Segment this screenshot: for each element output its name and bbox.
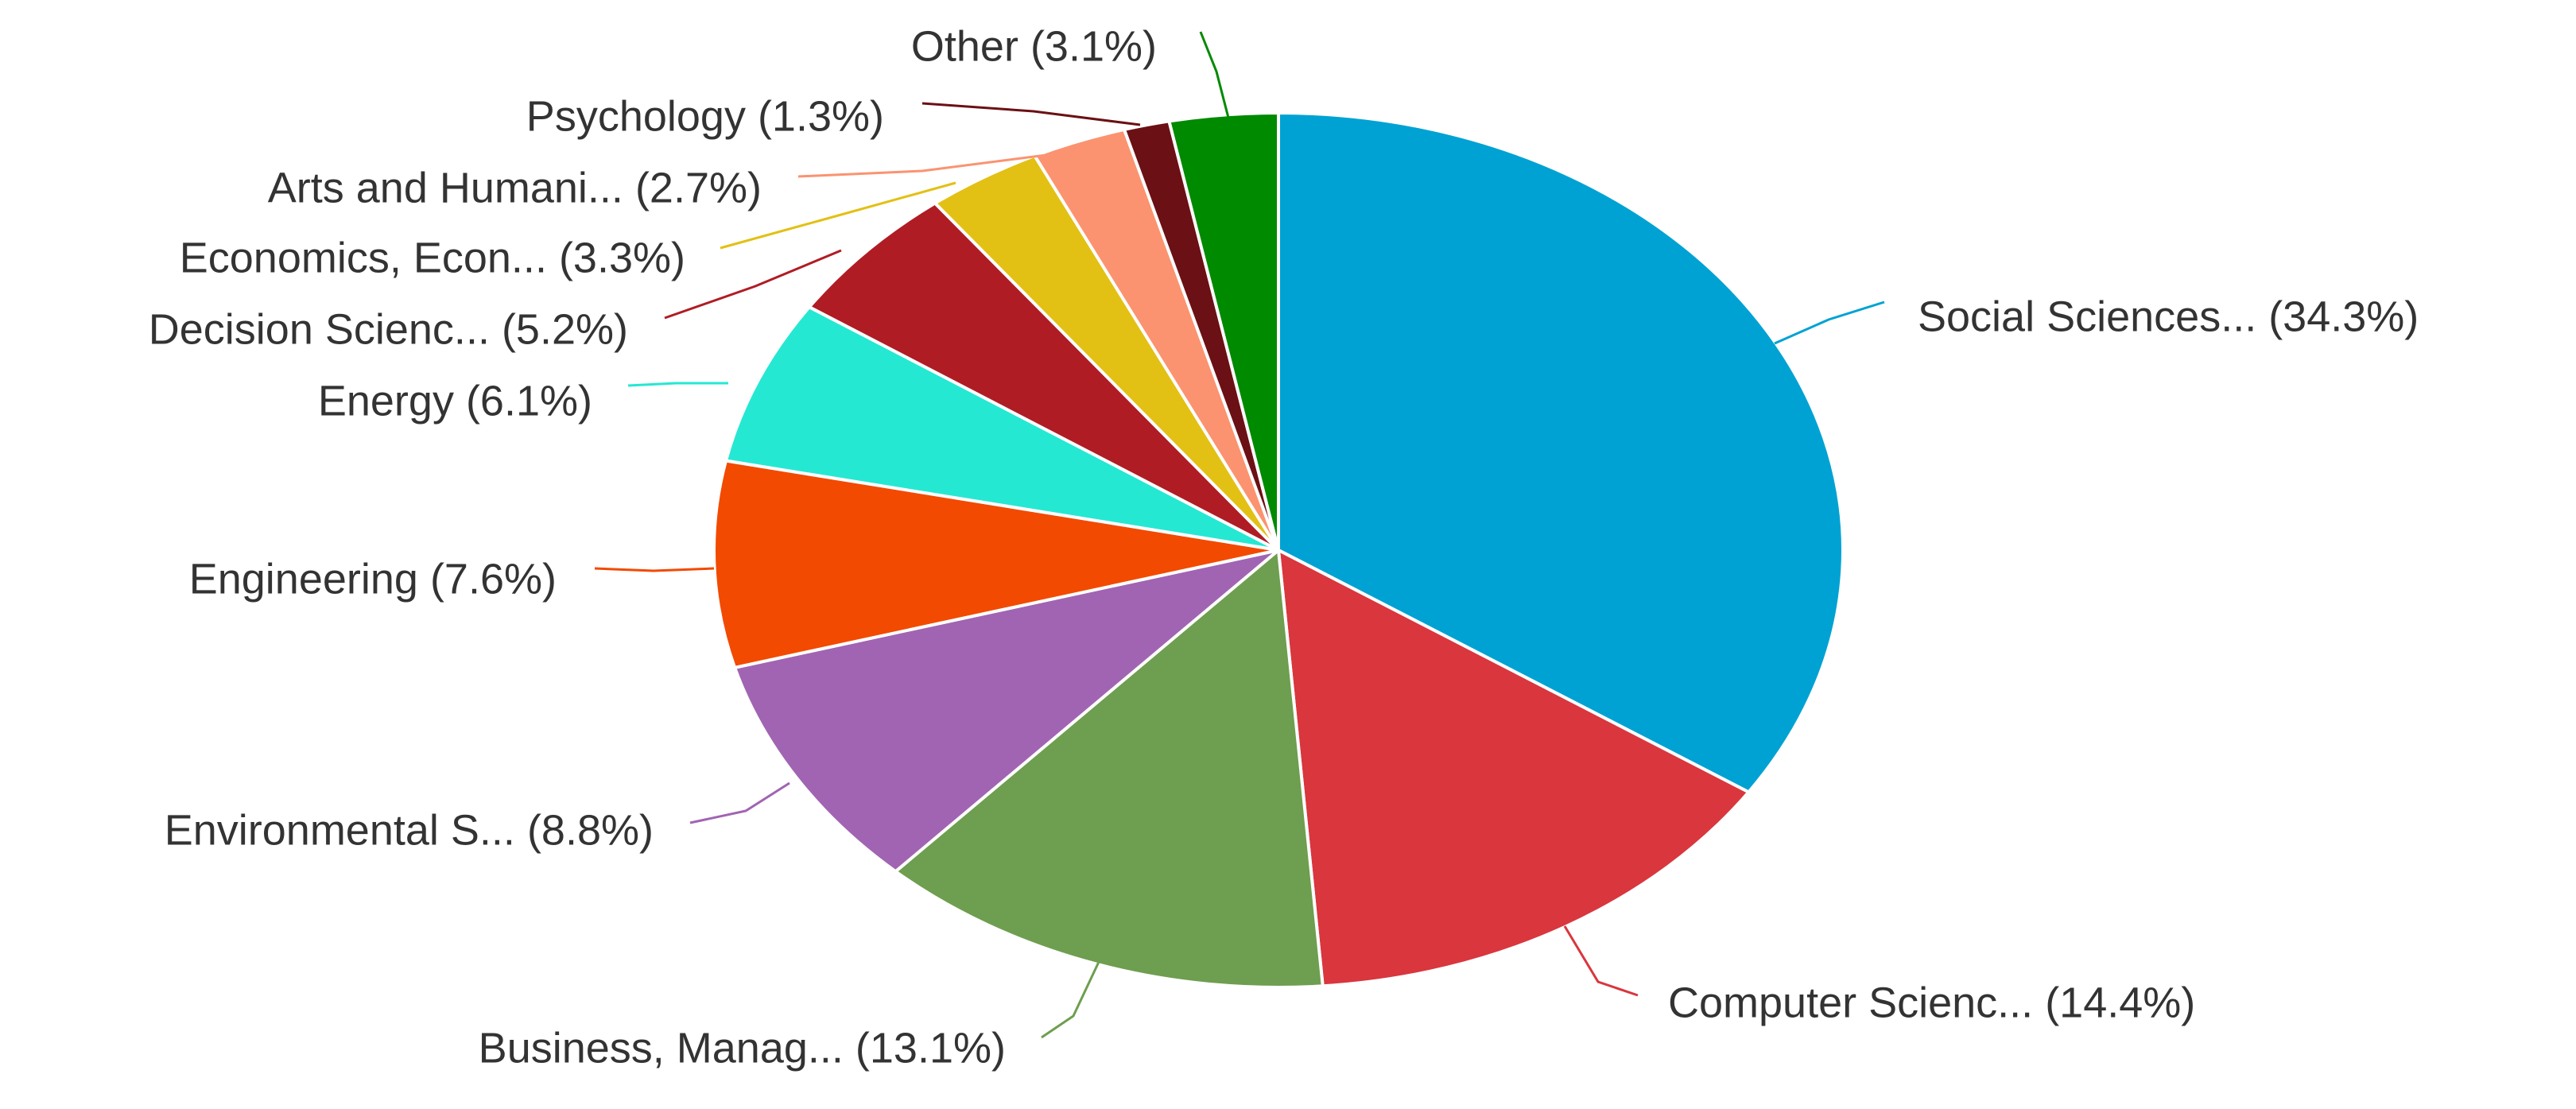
slice-label-2: Business, Manag... (13.1%) [479, 1024, 1006, 1072]
leader-line-2 [1041, 961, 1100, 1039]
slice-label-5: Energy (6.1%) [318, 377, 592, 425]
slice-label-1: Computer Scienc... (14.4%) [1668, 979, 2195, 1026]
leader-lines [594, 31, 1885, 1039]
leader-line-9 [921, 102, 1141, 126]
pie-slice-3 [732, 549, 1280, 874]
leader-line-5 [627, 382, 728, 387]
leader-line-8 [797, 153, 1047, 178]
slice-labels: Social Sciences... (34.3%) Computer Scien… [149, 22, 2419, 1072]
slice-label-7: Economics, Econ... (3.3%) [180, 234, 685, 281]
slice-label-4: Engineering (7.6%) [189, 555, 557, 603]
slice-label-0: Social Sciences... (34.3%) [1918, 293, 2419, 340]
leader-line-10 [1199, 31, 1230, 118]
leader-line-3 [689, 781, 790, 824]
slice-label-8: Arts and Humani... (2.7%) [268, 164, 762, 211]
pie-slice-5 [724, 304, 1279, 552]
pie-slice-6 [806, 201, 1280, 552]
slice-label-3: Environmental S... (8.8%) [165, 806, 654, 854]
leader-line-4 [594, 567, 715, 572]
leader-line-7 [720, 181, 956, 250]
leader-line-0 [1774, 301, 1885, 345]
pie-slice-10 [1166, 111, 1280, 551]
slice-label-10: Other (3.1%) [911, 22, 1157, 70]
slice-label-9: Psychology (1.3%) [526, 92, 884, 140]
pie-slice-4 [712, 459, 1279, 670]
pie-slices [712, 111, 1845, 989]
pie-slice-2 [893, 547, 1325, 989]
leader-line-6 [664, 249, 842, 320]
leader-line-1 [1563, 925, 1639, 997]
slice-label-6: Decision Scienc... (5.2%) [149, 305, 628, 353]
